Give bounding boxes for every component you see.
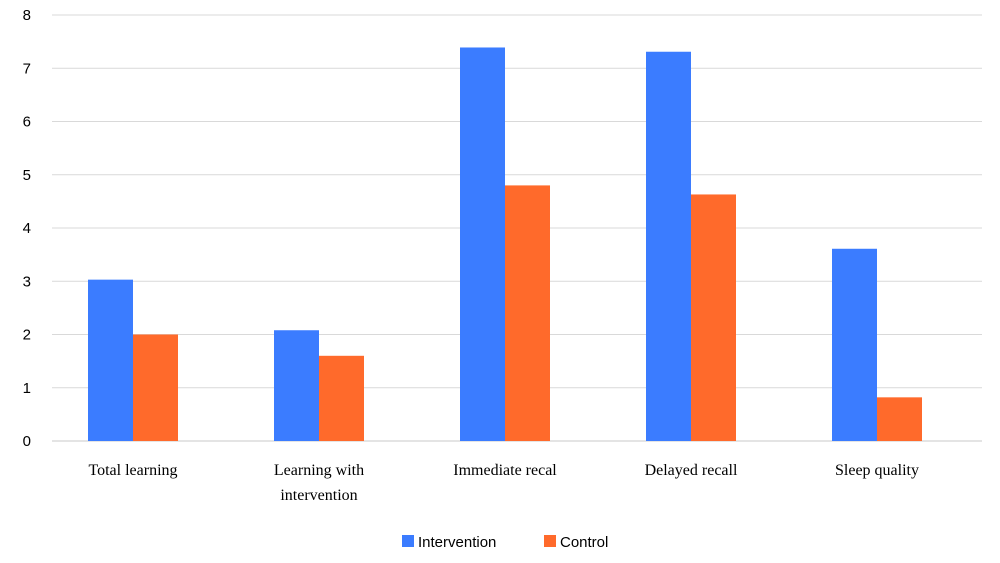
legend: Intervention Control (402, 534, 608, 551)
y-tick-label: 1 (23, 380, 31, 397)
bar-intervention-2 (460, 47, 505, 442)
bar-control-3 (691, 194, 736, 441)
y-tick-label: 2 (23, 327, 31, 344)
bar-control-4 (877, 397, 922, 441)
y-axis-ticks: 0 1 2 3 4 5 6 7 8 (23, 7, 31, 450)
x-category-label: Sleep quality (835, 462, 919, 479)
y-tick-label: 7 (23, 60, 31, 77)
bar-intervention-3 (646, 51, 691, 442)
y-tick-label: 4 (23, 220, 31, 237)
legend-swatch-control (544, 535, 556, 547)
bar-control-1 (319, 355, 364, 441)
legend-label-intervention: Intervention (418, 534, 496, 551)
x-category-label: Learning with intervention (274, 462, 364, 504)
x-category-label: Total learning (88, 462, 177, 479)
bar-intervention-4 (832, 248, 877, 441)
bar-control-2 (505, 185, 550, 441)
x-axis-categories: Total learning Learning with intervention I… (88, 462, 919, 504)
legend-swatch-intervention (402, 535, 414, 547)
bar-control-0 (133, 334, 178, 441)
x-category-label: Delayed recall (645, 462, 738, 479)
bar-intervention-0 (88, 279, 133, 441)
legend-label-control: Control (560, 534, 608, 551)
bar-intervention-1 (274, 330, 319, 441)
x-category-label: Immediate recal (453, 462, 557, 479)
y-tick-label: 3 (23, 273, 31, 290)
y-tick-label: 6 (23, 114, 31, 131)
bars (88, 47, 922, 442)
y-tick-label: 8 (23, 7, 31, 24)
y-tick-label: 5 (23, 167, 31, 184)
y-tick-label: 0 (23, 433, 31, 450)
